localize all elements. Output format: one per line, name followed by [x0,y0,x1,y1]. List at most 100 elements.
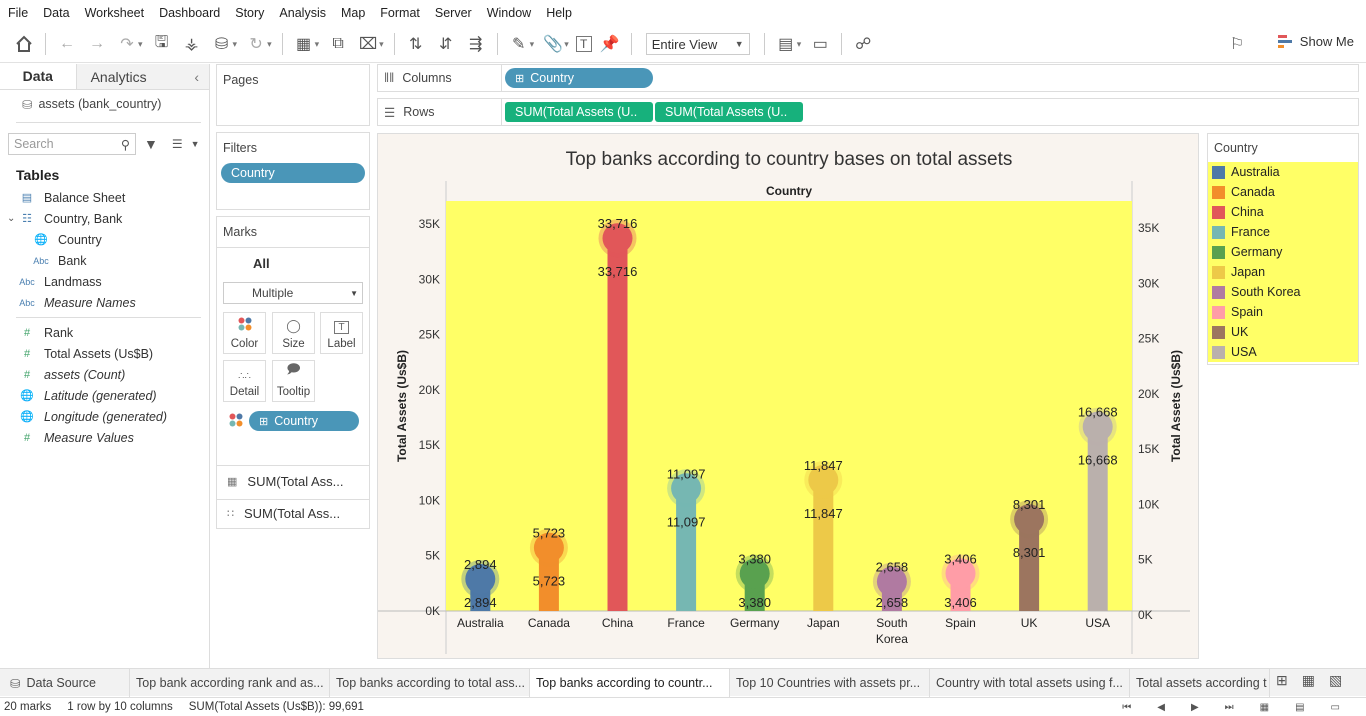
first-icon[interactable]: ⏮ [1122,701,1132,713]
swap-icon[interactable]: ⇅ [408,36,423,53]
sort-ascending-icon[interactable]: ⇵ [438,36,453,53]
pages-card[interactable]: Pages [216,64,370,126]
menu-item-analysis[interactable]: Analysis [279,6,326,20]
home-icon[interactable] [12,32,36,56]
last-icon[interactable]: ⏭ [1224,701,1234,713]
chevron-left-icon[interactable]: ‹ [194,68,199,85]
tab-view-icon[interactable]: ▭ [1330,701,1340,713]
menu-item-help[interactable]: Help [546,6,572,20]
tooltip-button[interactable]: 🗩 Tooltip [272,360,315,402]
menu-item-file[interactable]: File [8,6,29,20]
menu-item-format[interactable]: Format [380,6,420,20]
field-item[interactable]: 🌐 Country [0,229,209,250]
measure-tab-2[interactable]: ∷ SUM(Total Ass... [227,506,340,521]
field-item[interactable]: ⌄ ☷ Country, Bank [0,208,209,229]
sheet-tab[interactable]: Country with total assets using f... [930,669,1130,697]
new-story-icon[interactable]: ▧ [1328,672,1343,688]
field-item[interactable]: # assets (Count) [0,364,209,385]
datasource-item[interactable]: ⛁ assets (bank_country) [0,90,209,118]
columns-shelf[interactable]: ‖‖ Columns ⊞ Country [377,64,1359,92]
size-button[interactable]: ◯ Size [272,312,315,354]
menu-item-data[interactable]: Data [43,6,70,20]
chevron-down-icon[interactable]: ▾ [796,38,802,49]
sheet-tab[interactable]: Top banks according to total ass... [330,669,530,697]
marks-all[interactable]: All [253,256,270,271]
pin-panel-icon[interactable]: ⚐ [1229,36,1245,53]
presentation-icon[interactable]: ▭ [812,36,828,53]
rows-pill-2[interactable]: SUM(Total Assets (U.. [655,102,803,122]
chevron-down-icon[interactable]: ▾ [529,38,535,49]
new-worksheet-icon[interactable]: ▦ [296,36,312,53]
rows-shelf[interactable]: ☰ Rows SUM(Total Assets (U.. SUM(Total A… [377,98,1359,126]
sort-descending-icon[interactable]: ⇶ [468,36,483,53]
menu-item-story[interactable]: Story [235,6,265,20]
group-icon[interactable]: 📎 [543,36,564,53]
filter-pill-country[interactable]: Country [221,163,365,183]
new-datasource-icon[interactable]: ⚶ [184,36,199,53]
sheet-tab[interactable]: Top 10 Countries with assets pr... [730,669,930,697]
field-item[interactable]: Abc Bank [0,250,209,271]
show-cards-icon[interactable]: ▤ [778,36,794,53]
menu-item-worksheet[interactable]: Worksheet [84,6,145,20]
show-me-button[interactable]: Show Me [1277,34,1354,49]
rows-pill-1[interactable]: SUM(Total Assets (U.. [505,102,653,122]
field-item[interactable]: # Total Assets (Us$B) [0,343,209,364]
field-item[interactable]: # Measure Values [0,427,209,448]
legend-item[interactable]: USA [1208,342,1358,362]
prev-icon[interactable]: ◀ [1157,701,1165,713]
duplicate-icon[interactable]: ⧉ [332,35,344,52]
filters-card[interactable]: Filters Country [216,132,370,210]
save-icon[interactable]: 🖫 [154,33,169,51]
chevron-down-icon[interactable]: ▾ [232,38,238,49]
search-input[interactable]: Search ⚲ [8,133,136,155]
menu-item-window[interactable]: Window [486,6,532,20]
pin-icon[interactable]: 📌 [599,36,620,53]
menu-item-map[interactable]: Map [340,6,366,20]
detail-button[interactable]: ∴∴ Detail [223,360,266,402]
legend-item[interactable]: Spain [1208,302,1358,322]
pause-updates-icon[interactable]: ⛁ [214,36,229,53]
legend-item[interactable]: Germany [1208,242,1358,262]
chevron-down-icon[interactable]: ▼ [190,139,200,149]
chevron-down-icon[interactable]: ▾ [314,38,320,49]
legend-item[interactable]: UK [1208,322,1358,342]
new-dashboard-icon[interactable]: ▦ [1301,672,1315,688]
next-icon[interactable]: ▶ [1190,701,1199,713]
label-button[interactable]: T Label [320,312,363,354]
legend-item[interactable]: Canada [1208,182,1358,202]
measure-tab-1[interactable]: ▦ SUM(Total Ass... [227,474,343,489]
field-item[interactable]: # Rank [0,322,209,343]
legend-item[interactable]: China [1208,202,1358,222]
field-item[interactable]: 🌐 Latitude (generated) [0,385,209,406]
sheet-tab[interactable]: Top bank according rank and as... [130,669,330,697]
label-icon[interactable]: T [575,36,592,52]
chevron-down-icon[interactable]: ▾ [138,38,143,49]
chevron-down-icon[interactable]: ▾ [267,38,272,49]
menu-item-dashboard[interactable]: Dashboard [159,6,221,20]
sheet-tab[interactable]: Top banks according to countr... [530,669,730,697]
redo-icon[interactable]: → [89,35,105,52]
highlight-icon[interactable]: ✎ [511,36,526,53]
replay-icon[interactable]: ↷ [120,36,134,53]
filmstrip-icon[interactable]: ▤ [1295,701,1305,713]
undo-icon[interactable]: ← [59,35,75,52]
tab-data-source[interactable]: ⛁ Data Source [0,669,130,697]
mark-type-dropdown[interactable]: Multiple ▼ [223,282,363,304]
share-icon[interactable]: ☍ [855,36,872,53]
legend-item[interactable]: France [1208,222,1358,242]
chevron-down-icon[interactable]: ⌄ [7,213,16,224]
view-options-icon[interactable]: ☰ [171,137,183,151]
grid-view-icon[interactable]: ▦ [1259,701,1270,713]
sheet-tab[interactable]: Total assets according t [1130,669,1270,697]
refresh-icon[interactable]: ↻ [249,36,263,53]
fit-dropdown[interactable]: Entire View ▼ [645,33,750,55]
chevron-down-icon[interactable]: ▾ [564,38,569,49]
menu-item-server[interactable]: Server [434,6,472,20]
legend-item[interactable]: Japan [1208,262,1358,282]
legend-item[interactable]: South Korea [1208,282,1358,302]
chevron-down-icon[interactable]: ▾ [379,38,384,49]
legend-item[interactable]: Australia [1208,162,1358,182]
tab-analytics[interactable]: Analytics ‹ [75,64,209,89]
new-worksheet-icon[interactable]: ⊞ [1276,672,1288,688]
field-item[interactable]: Abc Measure Names [0,292,209,313]
